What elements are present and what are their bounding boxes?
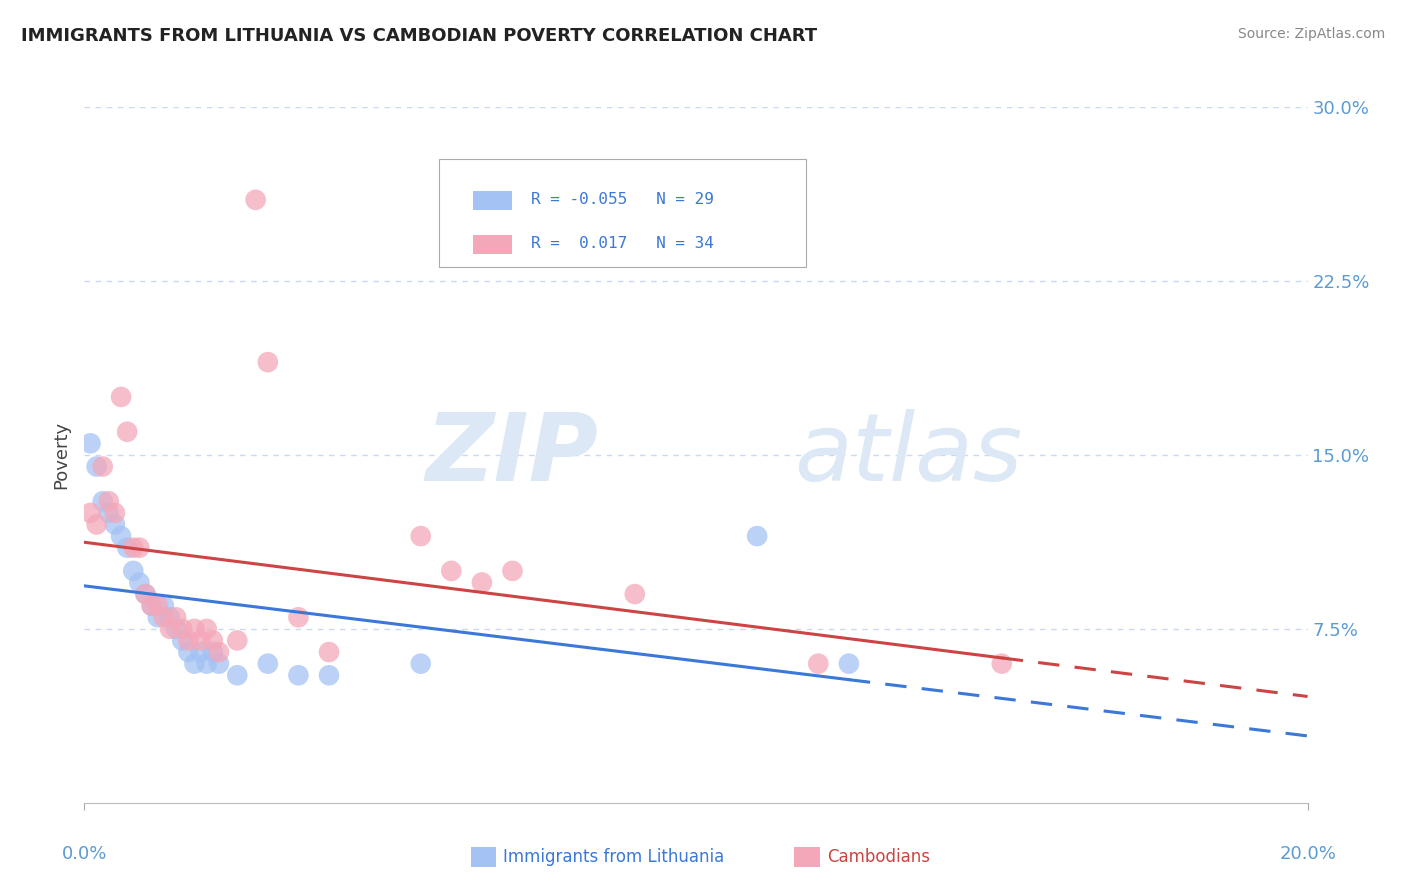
Point <box>318 668 340 682</box>
Point <box>226 633 249 648</box>
Point <box>471 575 494 590</box>
Point <box>177 645 200 659</box>
Point <box>146 599 169 613</box>
Point <box>201 633 224 648</box>
Point <box>257 657 280 671</box>
Point <box>159 610 181 624</box>
Point <box>104 506 127 520</box>
Point <box>115 541 138 555</box>
Point <box>110 390 132 404</box>
Point <box>183 622 205 636</box>
Point <box>122 541 145 555</box>
Point <box>991 657 1014 671</box>
Point <box>165 610 187 624</box>
Point <box>190 645 212 659</box>
FancyBboxPatch shape <box>474 191 512 211</box>
Text: 20.0%: 20.0% <box>1279 845 1336 863</box>
Text: 0.0%: 0.0% <box>62 845 107 863</box>
Point <box>226 668 249 682</box>
Point <box>159 622 181 636</box>
Point <box>172 633 194 648</box>
Point <box>91 459 114 474</box>
Point <box>135 587 157 601</box>
Point <box>104 517 127 532</box>
Point <box>190 633 212 648</box>
Point <box>195 622 218 636</box>
Point <box>177 633 200 648</box>
Point <box>153 599 176 613</box>
Point <box>86 459 108 474</box>
Point <box>201 645 224 659</box>
Point <box>128 541 150 555</box>
Point <box>115 425 138 439</box>
Point <box>165 622 187 636</box>
Point <box>79 506 101 520</box>
Point <box>146 610 169 624</box>
Point <box>128 575 150 590</box>
Point <box>257 355 280 369</box>
Point <box>122 564 145 578</box>
Point <box>79 436 101 450</box>
Point <box>110 529 132 543</box>
Point <box>409 657 432 671</box>
Text: Source: ZipAtlas.com: Source: ZipAtlas.com <box>1237 27 1385 41</box>
Text: Immigrants from Lithuania: Immigrants from Lithuania <box>503 848 724 866</box>
Text: R =  0.017   N = 34: R = 0.017 N = 34 <box>531 235 714 251</box>
Point <box>91 494 114 508</box>
Point <box>135 587 157 601</box>
Point <box>141 599 163 613</box>
Point <box>97 494 120 508</box>
Point <box>195 657 218 671</box>
FancyBboxPatch shape <box>439 159 806 267</box>
Point <box>153 610 176 624</box>
Point <box>287 668 309 682</box>
Point <box>97 506 120 520</box>
Point <box>807 657 830 671</box>
Point <box>747 529 769 543</box>
Point <box>141 599 163 613</box>
Point <box>208 645 231 659</box>
Text: IMMIGRANTS FROM LITHUANIA VS CAMBODIAN POVERTY CORRELATION CHART: IMMIGRANTS FROM LITHUANIA VS CAMBODIAN P… <box>21 27 817 45</box>
Point <box>502 564 524 578</box>
Point <box>245 193 267 207</box>
Text: ZIP: ZIP <box>425 409 598 501</box>
Point <box>440 564 463 578</box>
Point <box>208 657 231 671</box>
Point <box>172 622 194 636</box>
Text: Cambodians: Cambodians <box>827 848 929 866</box>
Point <box>409 529 432 543</box>
Point <box>318 645 340 659</box>
Point <box>287 610 309 624</box>
Y-axis label: Poverty: Poverty <box>52 421 70 489</box>
Point <box>624 587 647 601</box>
Text: atlas: atlas <box>794 409 1022 500</box>
Point <box>86 517 108 532</box>
FancyBboxPatch shape <box>474 235 512 254</box>
Text: R = -0.055   N = 29: R = -0.055 N = 29 <box>531 192 714 207</box>
Point <box>838 657 860 671</box>
Point <box>183 657 205 671</box>
